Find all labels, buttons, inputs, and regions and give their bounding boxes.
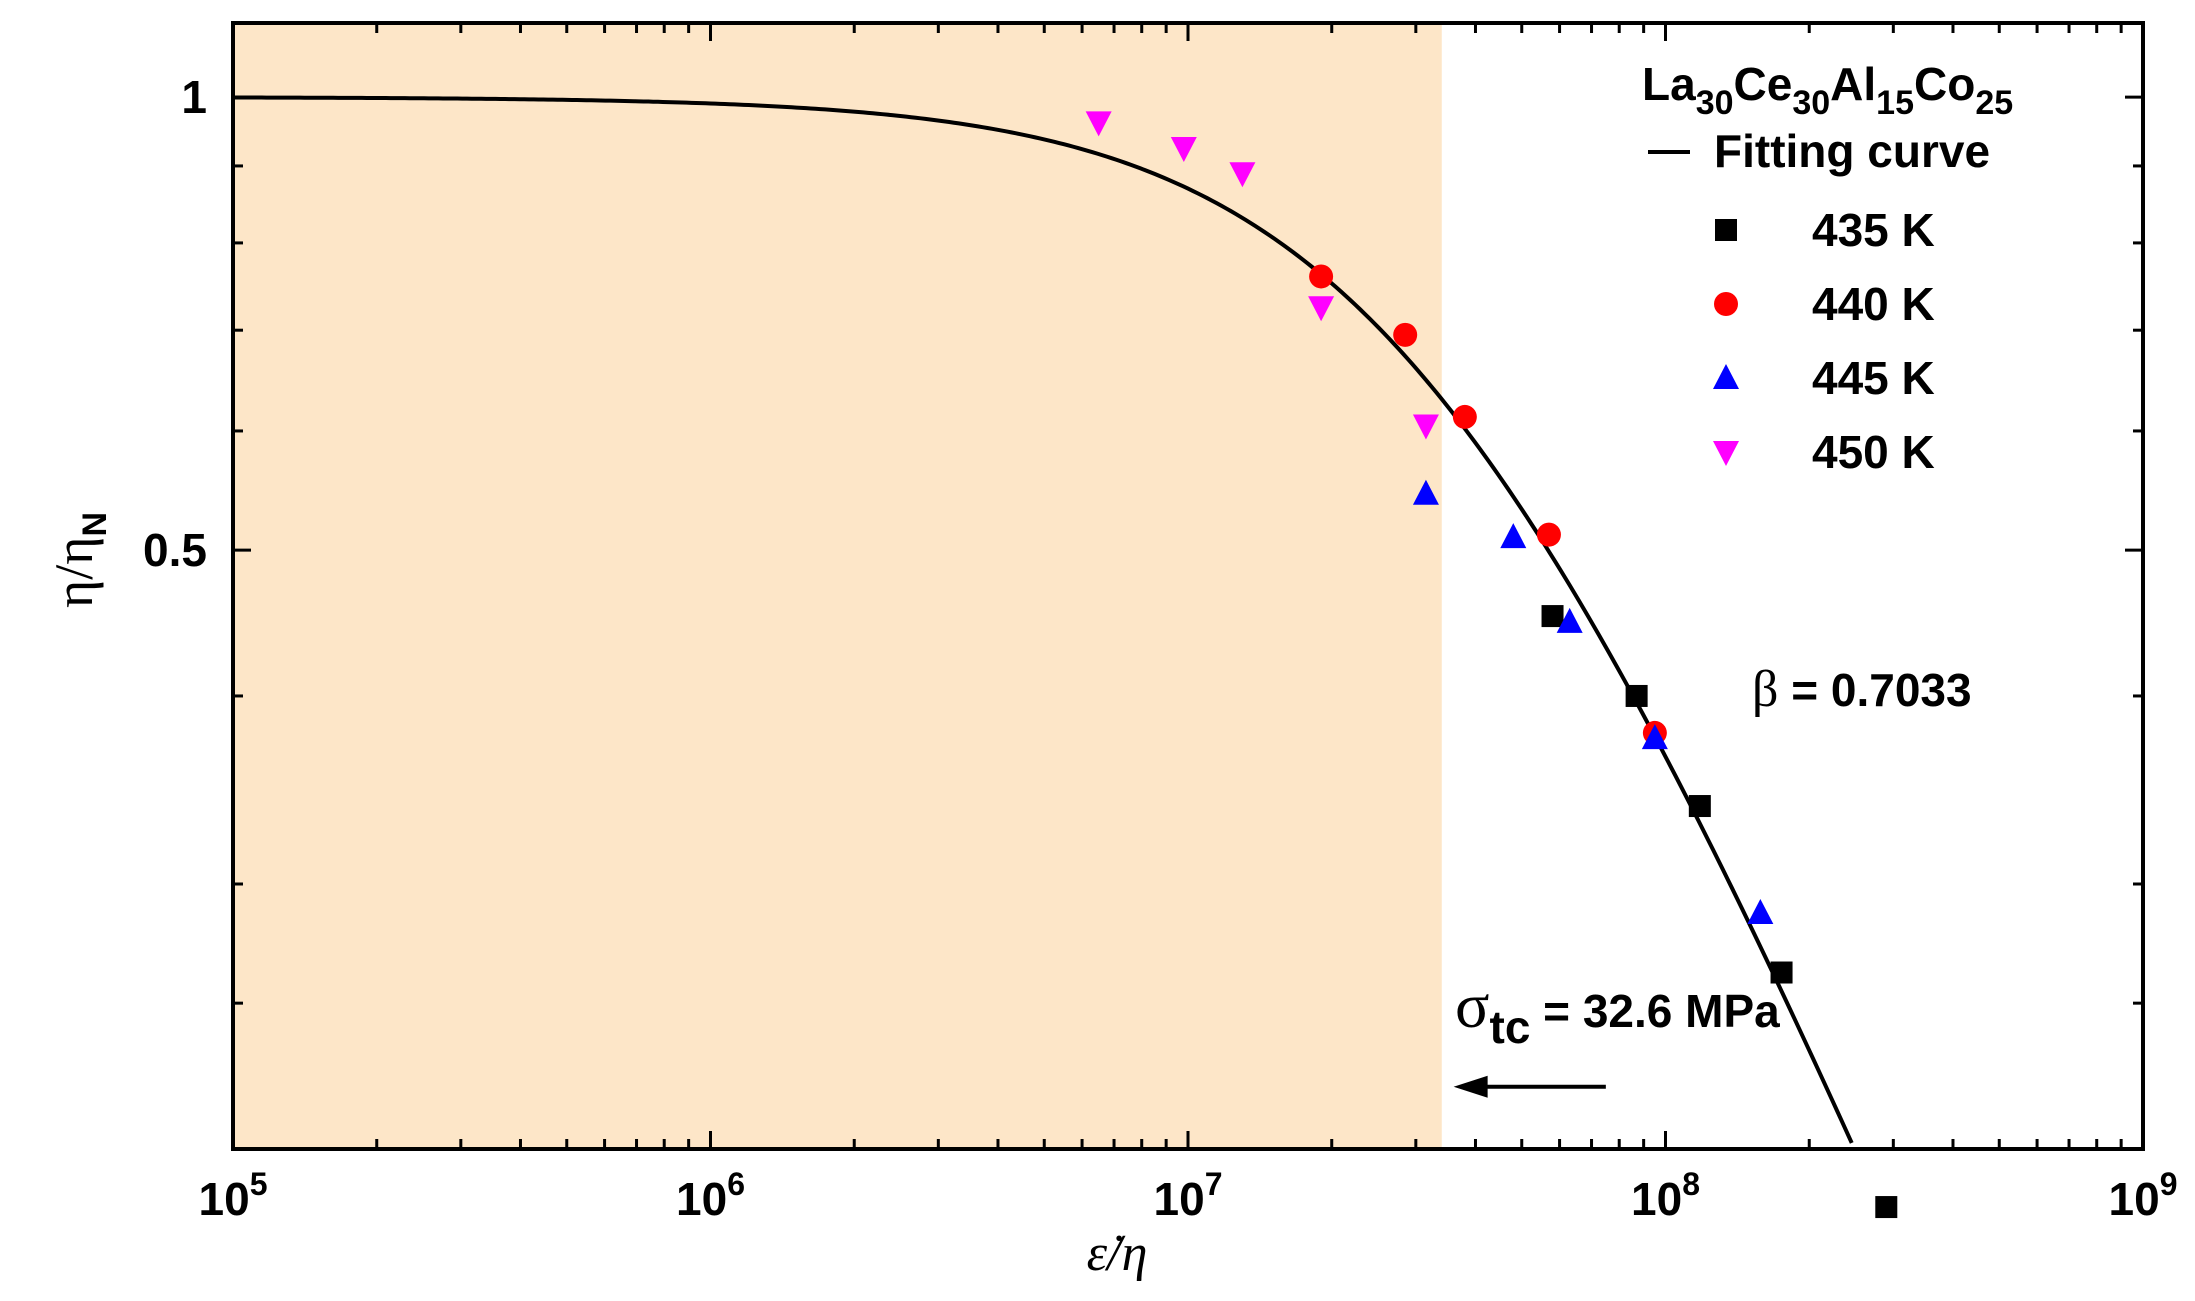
plot-frame — [231, 21, 2145, 1151]
data-point — [1308, 296, 1335, 322]
legend-fit-label: Fitting curve — [1714, 125, 1990, 177]
stress-arrow — [1453, 1075, 1606, 1098]
y-axis-label-sub: N — [76, 512, 114, 537]
data-points — [1085, 111, 1898, 1219]
arrow-head — [1453, 1075, 1488, 1098]
x-axis-label: ε̇/η — [1087, 1225, 1148, 1282]
legend-title: La30Ce30Al15Co25 — [1642, 58, 2013, 122]
y-axis-label: η/ηN — [44, 512, 114, 608]
shaded-region — [233, 23, 1442, 1149]
y-axis-label-main: η/η — [44, 537, 104, 608]
x-tick-labels: 105 106 107 108 109 — [199, 1166, 2178, 1225]
y-tick-labels: 10.5 — [143, 71, 207, 576]
data-point — [1641, 724, 1668, 750]
legend-label: 445 K — [1812, 352, 1935, 404]
legend-label: 450 K — [1812, 426, 1935, 478]
x-tick-label: 107 — [1154, 1166, 1223, 1225]
data-point — [1747, 898, 1774, 924]
data-point — [1412, 479, 1439, 505]
data-point — [1393, 322, 1418, 347]
legend-label: 435 K — [1812, 204, 1935, 256]
legend-marker — [1715, 219, 1737, 241]
data-point — [1229, 162, 1256, 188]
x-tick-label: 105 — [199, 1166, 268, 1225]
legend-marker — [1713, 364, 1739, 389]
legend-marker — [1714, 292, 1738, 316]
data-point — [1452, 404, 1477, 429]
data-point — [1412, 414, 1439, 440]
svg-text:η/ηN: η/ηN — [44, 512, 114, 608]
y-tick-label: 0.5 — [143, 524, 207, 576]
data-point — [1536, 522, 1561, 547]
data-point — [1556, 607, 1583, 633]
data-point — [1770, 961, 1793, 984]
data-point — [1875, 1196, 1898, 1219]
data-point — [1170, 137, 1197, 163]
data-point — [1541, 605, 1564, 628]
data-point — [1625, 684, 1648, 707]
x-tick-label: 106 — [676, 1166, 745, 1225]
data-point — [1500, 523, 1527, 549]
legend-label: 440 K — [1812, 278, 1935, 330]
legend: La30Ce30Al15Co25 Fitting curve 435 K 440 … — [1642, 58, 2013, 478]
fitting-curve — [232, 95, 1854, 1144]
beta-annotation: β = 0.7033 — [1752, 661, 1972, 718]
data-point — [1309, 264, 1334, 289]
sigma-annotation: σtc = 32.6 MPa — [1455, 970, 1780, 1053]
y-tick-label: 1 — [181, 71, 207, 123]
x-tick-label: 109 — [2109, 1166, 2178, 1225]
x-tick-label: 108 — [1631, 1166, 1700, 1225]
data-point — [1085, 111, 1112, 137]
data-point — [1688, 795, 1711, 818]
legend-marker — [1713, 441, 1739, 466]
